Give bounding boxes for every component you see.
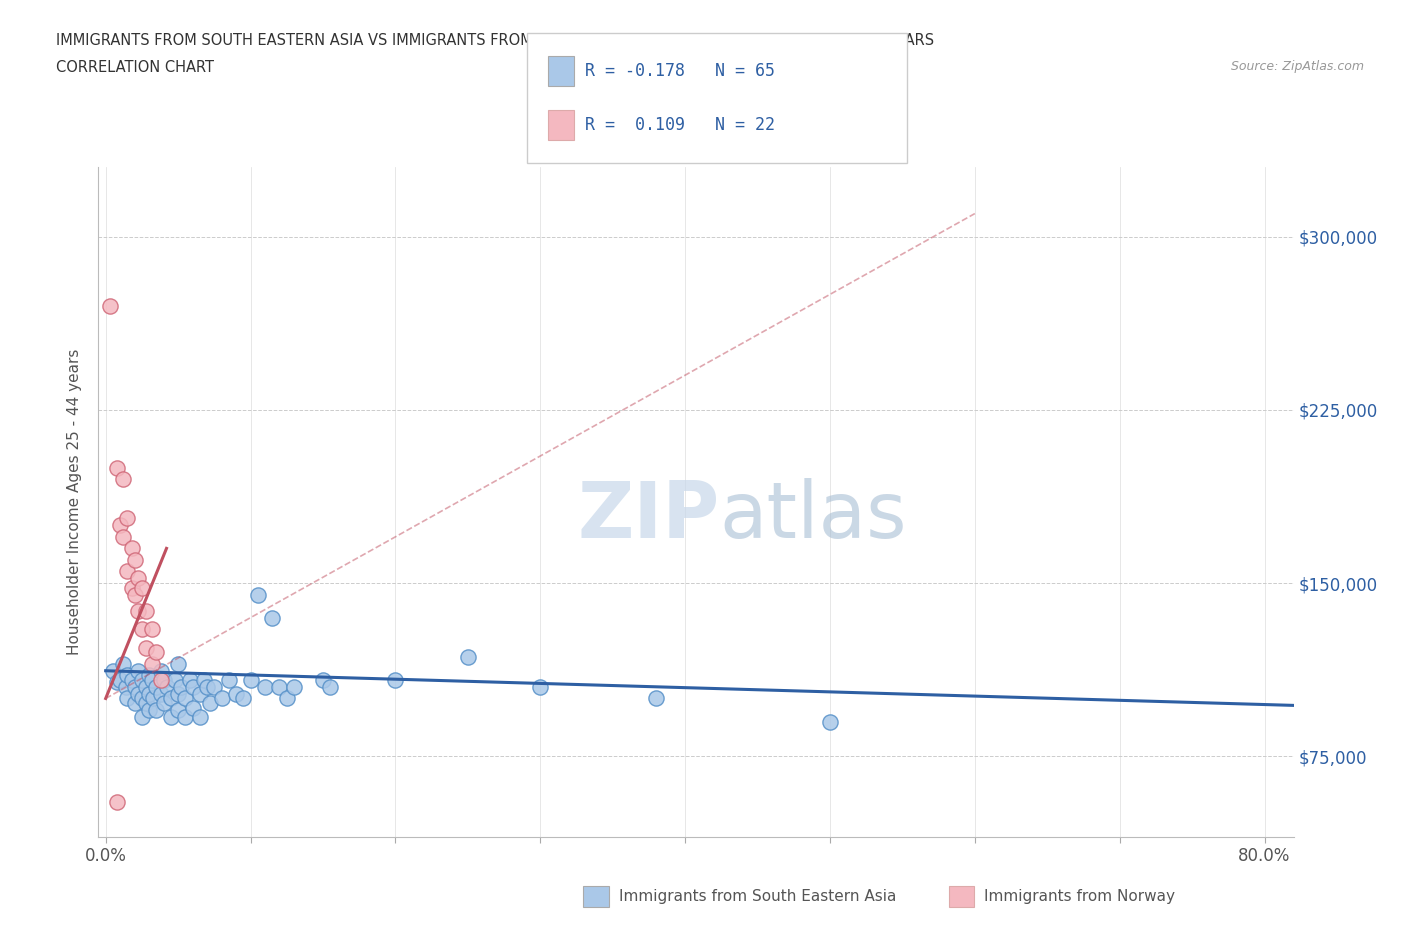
Point	[121, 541, 143, 556]
Point	[127, 663, 149, 678]
Point	[188, 710, 211, 724]
Text: Immigrants from Norway: Immigrants from Norway	[984, 889, 1175, 904]
Point	[117, 511, 139, 525]
Point	[98, 299, 121, 313]
Point	[141, 672, 163, 687]
Point	[152, 696, 174, 711]
Point	[312, 672, 335, 687]
Point	[112, 472, 135, 486]
Point	[145, 680, 167, 695]
Point	[145, 702, 167, 717]
Y-axis label: Householder Income Ages 25 - 44 years: Householder Income Ages 25 - 44 years	[67, 349, 83, 656]
Point	[127, 604, 149, 618]
Point	[225, 686, 247, 701]
Point	[181, 700, 204, 715]
Point	[135, 696, 157, 711]
Point	[135, 680, 157, 695]
Point	[152, 672, 174, 687]
Point	[135, 640, 157, 655]
Point	[262, 610, 284, 625]
Point	[218, 672, 240, 687]
Point	[211, 691, 233, 706]
Point	[108, 518, 131, 533]
Point	[174, 691, 197, 706]
Point	[105, 675, 128, 690]
Point	[142, 691, 165, 706]
Point	[246, 587, 269, 602]
Text: CORRELATION CHART: CORRELATION CHART	[56, 60, 214, 75]
Point	[283, 680, 305, 695]
Point	[138, 668, 160, 683]
Point	[121, 672, 143, 687]
Point	[131, 672, 153, 687]
Text: R = -0.178   N = 65: R = -0.178 N = 65	[585, 61, 775, 80]
Point	[276, 691, 298, 706]
Point	[117, 691, 139, 706]
Point	[138, 702, 160, 717]
Point	[167, 686, 190, 701]
Point	[121, 580, 143, 595]
Point	[165, 672, 187, 687]
Point	[105, 460, 128, 475]
Point	[141, 622, 163, 637]
Point	[138, 686, 160, 701]
Point	[529, 680, 551, 695]
Point	[818, 714, 841, 729]
Text: atlas: atlas	[720, 478, 907, 553]
Point	[181, 680, 204, 695]
Text: Immigrants from South Eastern Asia: Immigrants from South Eastern Asia	[619, 889, 896, 904]
Point	[145, 644, 167, 659]
Point	[149, 663, 172, 678]
Point	[179, 672, 201, 687]
Text: R =  0.109   N = 22: R = 0.109 N = 22	[585, 116, 775, 134]
Point	[155, 680, 177, 695]
Text: IMMIGRANTS FROM SOUTH EASTERN ASIA VS IMMIGRANTS FROM NORWAY HOUSEHOLDER INCOME : IMMIGRANTS FROM SOUTH EASTERN ASIA VS IM…	[56, 33, 935, 47]
Point	[193, 672, 215, 687]
Point	[202, 680, 225, 695]
Point	[645, 691, 668, 706]
Point	[112, 529, 135, 544]
Point	[135, 604, 157, 618]
Text: Source: ZipAtlas.com: Source: ZipAtlas.com	[1230, 60, 1364, 73]
Point	[105, 795, 128, 810]
Point	[115, 680, 138, 695]
Point	[198, 696, 221, 711]
Point	[167, 657, 190, 671]
Point	[232, 691, 254, 706]
Point	[253, 680, 276, 695]
Point	[112, 657, 135, 671]
Point	[319, 680, 342, 695]
Point	[131, 710, 153, 724]
Point	[141, 657, 163, 671]
Point	[124, 552, 146, 567]
Point	[457, 649, 479, 664]
Point	[124, 587, 146, 602]
Point	[101, 663, 124, 678]
Point	[117, 668, 139, 683]
Point	[149, 686, 172, 701]
Point	[131, 691, 153, 706]
Text: ZIP: ZIP	[578, 478, 720, 553]
Point	[269, 680, 291, 695]
Point	[160, 710, 183, 724]
Point	[149, 672, 172, 687]
Point	[117, 564, 139, 578]
Point	[188, 686, 211, 701]
Point	[170, 680, 193, 695]
Point	[131, 580, 153, 595]
Point	[127, 571, 149, 586]
Point	[239, 672, 262, 687]
Point	[127, 686, 149, 701]
Point	[160, 691, 183, 706]
Point	[124, 680, 146, 695]
Point	[195, 680, 218, 695]
Point	[174, 710, 197, 724]
Point	[124, 696, 146, 711]
Point	[131, 622, 153, 637]
Point	[167, 702, 190, 717]
Point	[384, 672, 406, 687]
Point	[108, 672, 131, 687]
